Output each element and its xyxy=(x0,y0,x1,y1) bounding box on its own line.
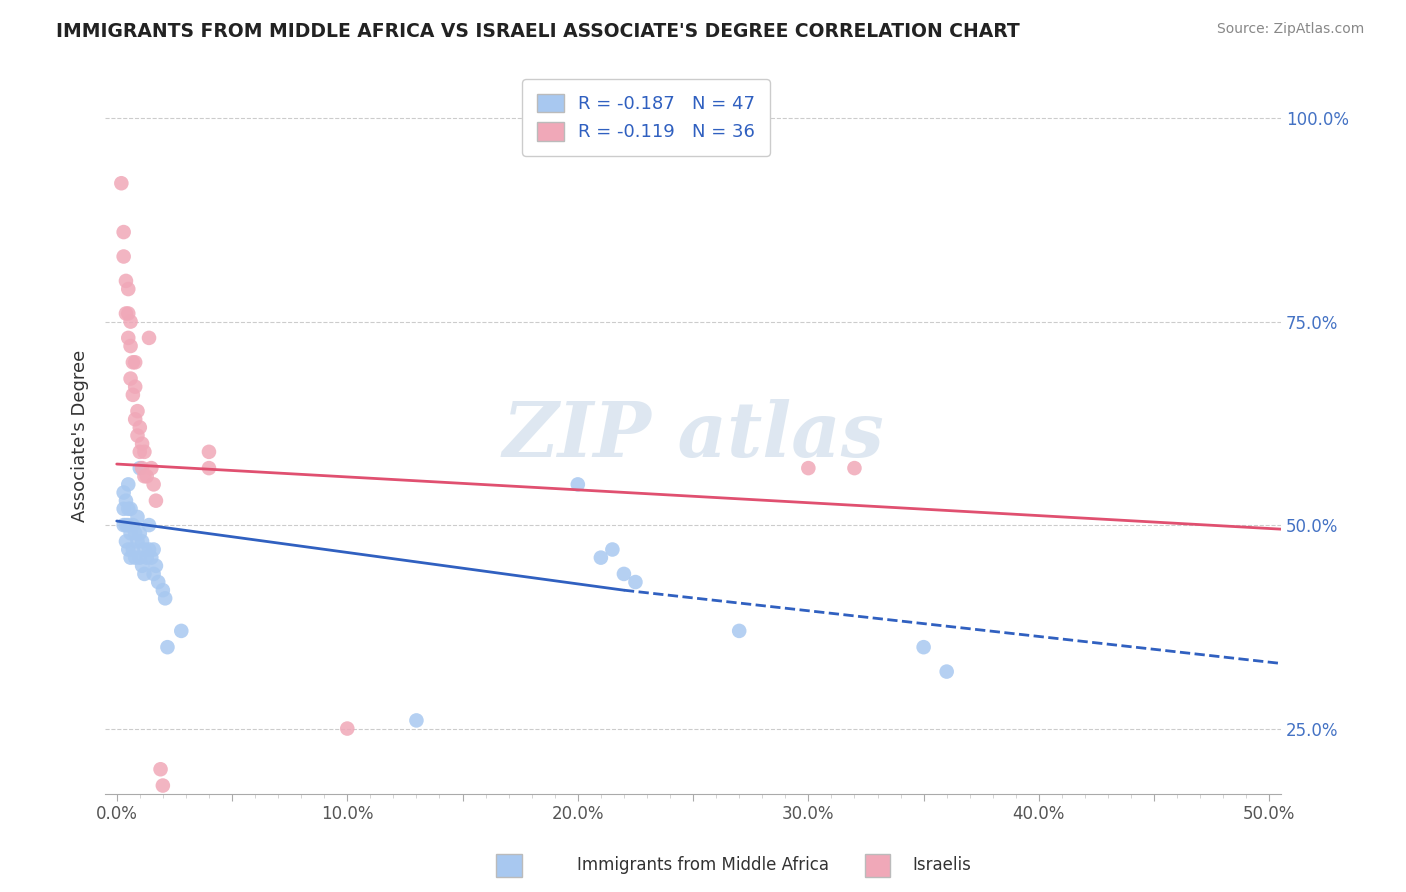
Point xyxy=(336,722,359,736)
Point xyxy=(117,282,139,296)
Point xyxy=(131,558,153,573)
Point xyxy=(115,493,138,508)
Text: ZIP atlas: ZIP atlas xyxy=(502,399,884,473)
Point xyxy=(112,485,135,500)
Point xyxy=(128,550,150,565)
Point xyxy=(117,331,139,345)
Point xyxy=(120,315,142,329)
Point xyxy=(589,550,612,565)
Point xyxy=(128,420,150,434)
Text: Source: ZipAtlas.com: Source: ZipAtlas.com xyxy=(1216,22,1364,37)
Point xyxy=(117,501,139,516)
Point xyxy=(124,380,146,394)
Point xyxy=(134,445,156,459)
Point xyxy=(131,461,153,475)
Point xyxy=(115,534,138,549)
Point xyxy=(198,461,221,475)
Text: Immigrants from Middle Africa: Immigrants from Middle Africa xyxy=(576,856,830,874)
Legend: R = -0.187   N = 47, R = -0.119   N = 36: R = -0.187 N = 47, R = -0.119 N = 36 xyxy=(523,79,769,156)
Point xyxy=(128,461,150,475)
Point xyxy=(122,518,145,533)
Point xyxy=(124,355,146,369)
Point xyxy=(127,534,149,549)
Point xyxy=(602,542,624,557)
Text: Israelis: Israelis xyxy=(912,856,972,874)
Point xyxy=(135,550,157,565)
Point xyxy=(141,461,163,475)
Point xyxy=(613,566,636,581)
Point xyxy=(120,526,142,541)
Point xyxy=(117,306,139,320)
Point xyxy=(138,331,160,345)
Point xyxy=(120,371,142,385)
Point xyxy=(110,176,132,190)
Point xyxy=(112,250,135,264)
Point xyxy=(120,550,142,565)
Text: IMMIGRANTS FROM MIDDLE AFRICA VS ISRAELI ASSOCIATE'S DEGREE CORRELATION CHART: IMMIGRANTS FROM MIDDLE AFRICA VS ISRAELI… xyxy=(56,22,1019,41)
Point xyxy=(134,566,156,581)
Point xyxy=(122,388,145,402)
Point xyxy=(122,355,145,369)
Point xyxy=(912,640,935,655)
Point xyxy=(153,591,176,606)
FancyBboxPatch shape xyxy=(496,854,522,877)
Point xyxy=(117,477,139,491)
Point xyxy=(145,558,167,573)
Point xyxy=(115,518,138,533)
Point xyxy=(127,428,149,442)
Point xyxy=(112,518,135,533)
Point xyxy=(131,534,153,549)
Point xyxy=(124,550,146,565)
Point xyxy=(141,550,163,565)
Point xyxy=(115,274,138,288)
Point xyxy=(117,518,139,533)
Point xyxy=(122,542,145,557)
Point xyxy=(156,640,179,655)
Point xyxy=(131,436,153,450)
Point xyxy=(117,542,139,557)
Point xyxy=(134,542,156,557)
Y-axis label: Associate's Degree: Associate's Degree xyxy=(72,350,89,522)
Point xyxy=(170,624,193,638)
Point xyxy=(142,566,165,581)
Point xyxy=(142,542,165,557)
Point xyxy=(624,575,647,590)
FancyBboxPatch shape xyxy=(865,854,890,877)
Point xyxy=(935,665,957,679)
Point xyxy=(120,339,142,353)
Point xyxy=(112,501,135,516)
Point xyxy=(797,461,820,475)
Point xyxy=(844,461,866,475)
Point xyxy=(198,445,221,459)
Point xyxy=(148,575,170,590)
Point xyxy=(149,762,172,776)
Point xyxy=(728,624,751,638)
Point xyxy=(127,404,149,418)
Point xyxy=(120,501,142,516)
Point xyxy=(112,225,135,239)
Point xyxy=(142,477,165,491)
Point xyxy=(152,779,174,793)
Point xyxy=(115,306,138,320)
Point xyxy=(135,469,157,483)
Point xyxy=(567,477,589,491)
Point xyxy=(124,412,146,426)
Point xyxy=(124,526,146,541)
Point xyxy=(152,583,174,598)
Point xyxy=(128,445,150,459)
Point xyxy=(134,469,156,483)
Point xyxy=(145,493,167,508)
Point xyxy=(138,542,160,557)
Point xyxy=(405,714,427,728)
Point xyxy=(128,526,150,541)
Point xyxy=(127,510,149,524)
Point xyxy=(138,518,160,533)
